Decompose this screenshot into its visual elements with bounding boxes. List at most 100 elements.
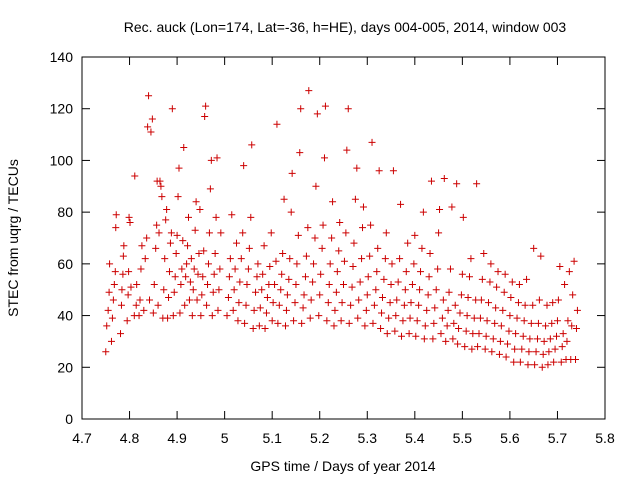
data-point xyxy=(315,312,323,320)
data-point xyxy=(550,358,558,366)
data-point xyxy=(425,273,433,281)
data-point xyxy=(261,325,269,332)
data-point xyxy=(551,345,559,353)
data-point xyxy=(481,345,489,353)
data-point xyxy=(152,244,160,252)
data-point xyxy=(275,301,283,309)
data-point xyxy=(438,314,446,322)
data-point xyxy=(120,242,128,250)
data-point xyxy=(412,332,420,340)
data-point xyxy=(189,286,197,294)
data-point xyxy=(546,335,554,343)
y-tick-label: 60 xyxy=(57,256,73,272)
data-point xyxy=(196,206,204,214)
x-tick-label: 5.4 xyxy=(405,430,425,446)
data-point xyxy=(531,361,539,369)
data-point xyxy=(565,268,573,276)
data-point xyxy=(356,278,364,286)
data-point xyxy=(198,291,206,299)
data-point xyxy=(119,270,127,278)
data-point xyxy=(508,278,516,286)
data-point xyxy=(208,312,216,320)
data-point xyxy=(301,273,309,281)
data-point xyxy=(269,299,277,307)
data-point xyxy=(185,213,193,221)
data-point xyxy=(461,343,469,351)
data-point xyxy=(230,286,238,294)
data-point xyxy=(442,337,450,345)
data-point xyxy=(483,317,491,325)
data-point xyxy=(453,180,461,188)
data-point xyxy=(324,299,332,307)
data-point xyxy=(135,312,143,320)
data-point xyxy=(532,348,540,356)
data-point xyxy=(323,317,331,325)
x-tick-label: 5.8 xyxy=(595,430,615,446)
data-point xyxy=(534,319,542,327)
data-point xyxy=(411,231,419,239)
data-point xyxy=(231,265,239,273)
data-point xyxy=(325,281,333,289)
data-point xyxy=(382,229,390,237)
data-point xyxy=(358,255,366,263)
data-point xyxy=(421,322,429,330)
data-point xyxy=(449,335,457,343)
data-point xyxy=(229,306,237,314)
data-point xyxy=(548,319,556,327)
data-point xyxy=(519,332,527,340)
data-point xyxy=(359,203,367,211)
x-tick-label: 5.2 xyxy=(310,430,330,446)
data-point xyxy=(504,340,512,348)
data-point xyxy=(312,182,320,190)
data-point xyxy=(468,345,476,353)
data-point xyxy=(143,234,151,242)
data-point xyxy=(418,244,426,252)
data-point xyxy=(367,221,375,229)
data-point xyxy=(512,330,520,338)
data-point xyxy=(184,242,192,250)
data-point xyxy=(537,252,545,260)
data-point xyxy=(524,361,532,369)
data-point xyxy=(392,312,400,320)
data-point xyxy=(456,309,464,317)
data-point xyxy=(385,314,393,322)
data-point xyxy=(370,301,378,309)
data-point xyxy=(237,255,245,263)
data-point xyxy=(572,356,580,364)
data-point xyxy=(529,301,537,309)
data-point xyxy=(496,337,504,345)
data-point xyxy=(204,260,212,268)
data-point xyxy=(458,270,466,278)
data-point xyxy=(214,306,222,314)
data-point xyxy=(445,288,453,296)
data-point xyxy=(393,296,401,304)
data-point xyxy=(416,286,424,294)
data-point xyxy=(497,322,505,330)
data-point xyxy=(226,255,234,263)
data-point xyxy=(150,281,158,289)
data-point xyxy=(274,319,282,327)
x-tick-label: 4.9 xyxy=(167,430,187,446)
data-point xyxy=(244,265,252,273)
data-point xyxy=(204,281,212,289)
data-point xyxy=(344,105,352,113)
data-point xyxy=(206,185,214,193)
data-point xyxy=(112,211,120,219)
data-point xyxy=(544,361,552,369)
x-tick-label: 5.6 xyxy=(500,430,520,446)
x-tick-label: 5.7 xyxy=(548,430,568,446)
data-point xyxy=(250,306,258,314)
data-point xyxy=(181,301,189,309)
data-point xyxy=(337,317,345,325)
data-point xyxy=(292,281,300,289)
data-point xyxy=(158,193,166,201)
data-point xyxy=(197,312,205,320)
data-point xyxy=(278,270,286,278)
data-point xyxy=(193,296,201,304)
data-point xyxy=(417,268,425,276)
data-point xyxy=(165,293,173,301)
data-point xyxy=(290,317,298,325)
data-point xyxy=(351,195,359,203)
data-point xyxy=(160,286,168,294)
data-point xyxy=(451,301,459,309)
